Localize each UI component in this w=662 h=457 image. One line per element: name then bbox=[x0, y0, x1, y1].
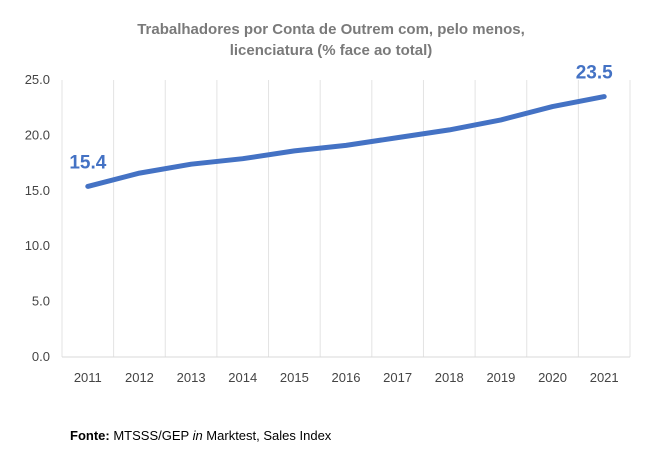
x-tick-label: 2018 bbox=[435, 370, 464, 385]
chart-title-line-2: licenciatura (% face ao total) bbox=[230, 42, 433, 59]
chart-title-line-1: Trabalhadores por Conta de Outrem com, p… bbox=[137, 21, 525, 38]
x-tick-label: 2016 bbox=[332, 370, 361, 385]
x-tick-label: 2013 bbox=[177, 370, 206, 385]
y-tick-label: 5.0 bbox=[32, 294, 50, 309]
x-axis-ticks: 2011 2012 2013 2014 2015 2016 2017 2018 2019 2020… bbox=[74, 370, 619, 385]
data-labels: 15.4 23.5 bbox=[69, 63, 613, 174]
x-tick-label: 2017 bbox=[383, 370, 412, 385]
series-line bbox=[85, 94, 607, 189]
x-tick-label: 2015 bbox=[280, 370, 309, 385]
y-tick-label: 0.0 bbox=[32, 349, 50, 364]
source-post: Marktest, Sales Index bbox=[202, 428, 332, 443]
source-italic: in bbox=[192, 428, 203, 443]
x-tick-label: 2021 bbox=[590, 370, 619, 385]
data-label: 23.5 bbox=[576, 63, 613, 84]
x-tick-label: 2011 bbox=[74, 370, 102, 385]
x-tick-label: 2019 bbox=[486, 370, 515, 385]
y-tick-label: 15.0 bbox=[25, 183, 50, 198]
x-tick-label: 2014 bbox=[228, 370, 257, 385]
source-note: Fonte: MTSSS/GEP in Marktest, Sales Inde… bbox=[70, 428, 331, 443]
x-tick-label: 2020 bbox=[538, 370, 567, 385]
source-pre: MTSSS/GEP bbox=[109, 428, 193, 443]
y-tick-label: 10.0 bbox=[25, 238, 50, 253]
line-chart: Trabalhadores por Conta de Outrem com, p… bbox=[25, 21, 631, 385]
source-label: Fonte: bbox=[70, 428, 110, 443]
data-label: 15.4 bbox=[69, 152, 106, 173]
vertical-gridlines bbox=[61, 80, 631, 357]
y-axis-ticks: 0.0 5.0 10.0 15.0 20.0 25.0 bbox=[25, 72, 50, 364]
y-tick-label: 20.0 bbox=[25, 127, 50, 142]
x-tick-label: 2012 bbox=[125, 370, 154, 385]
y-tick-label: 25.0 bbox=[25, 72, 50, 87]
